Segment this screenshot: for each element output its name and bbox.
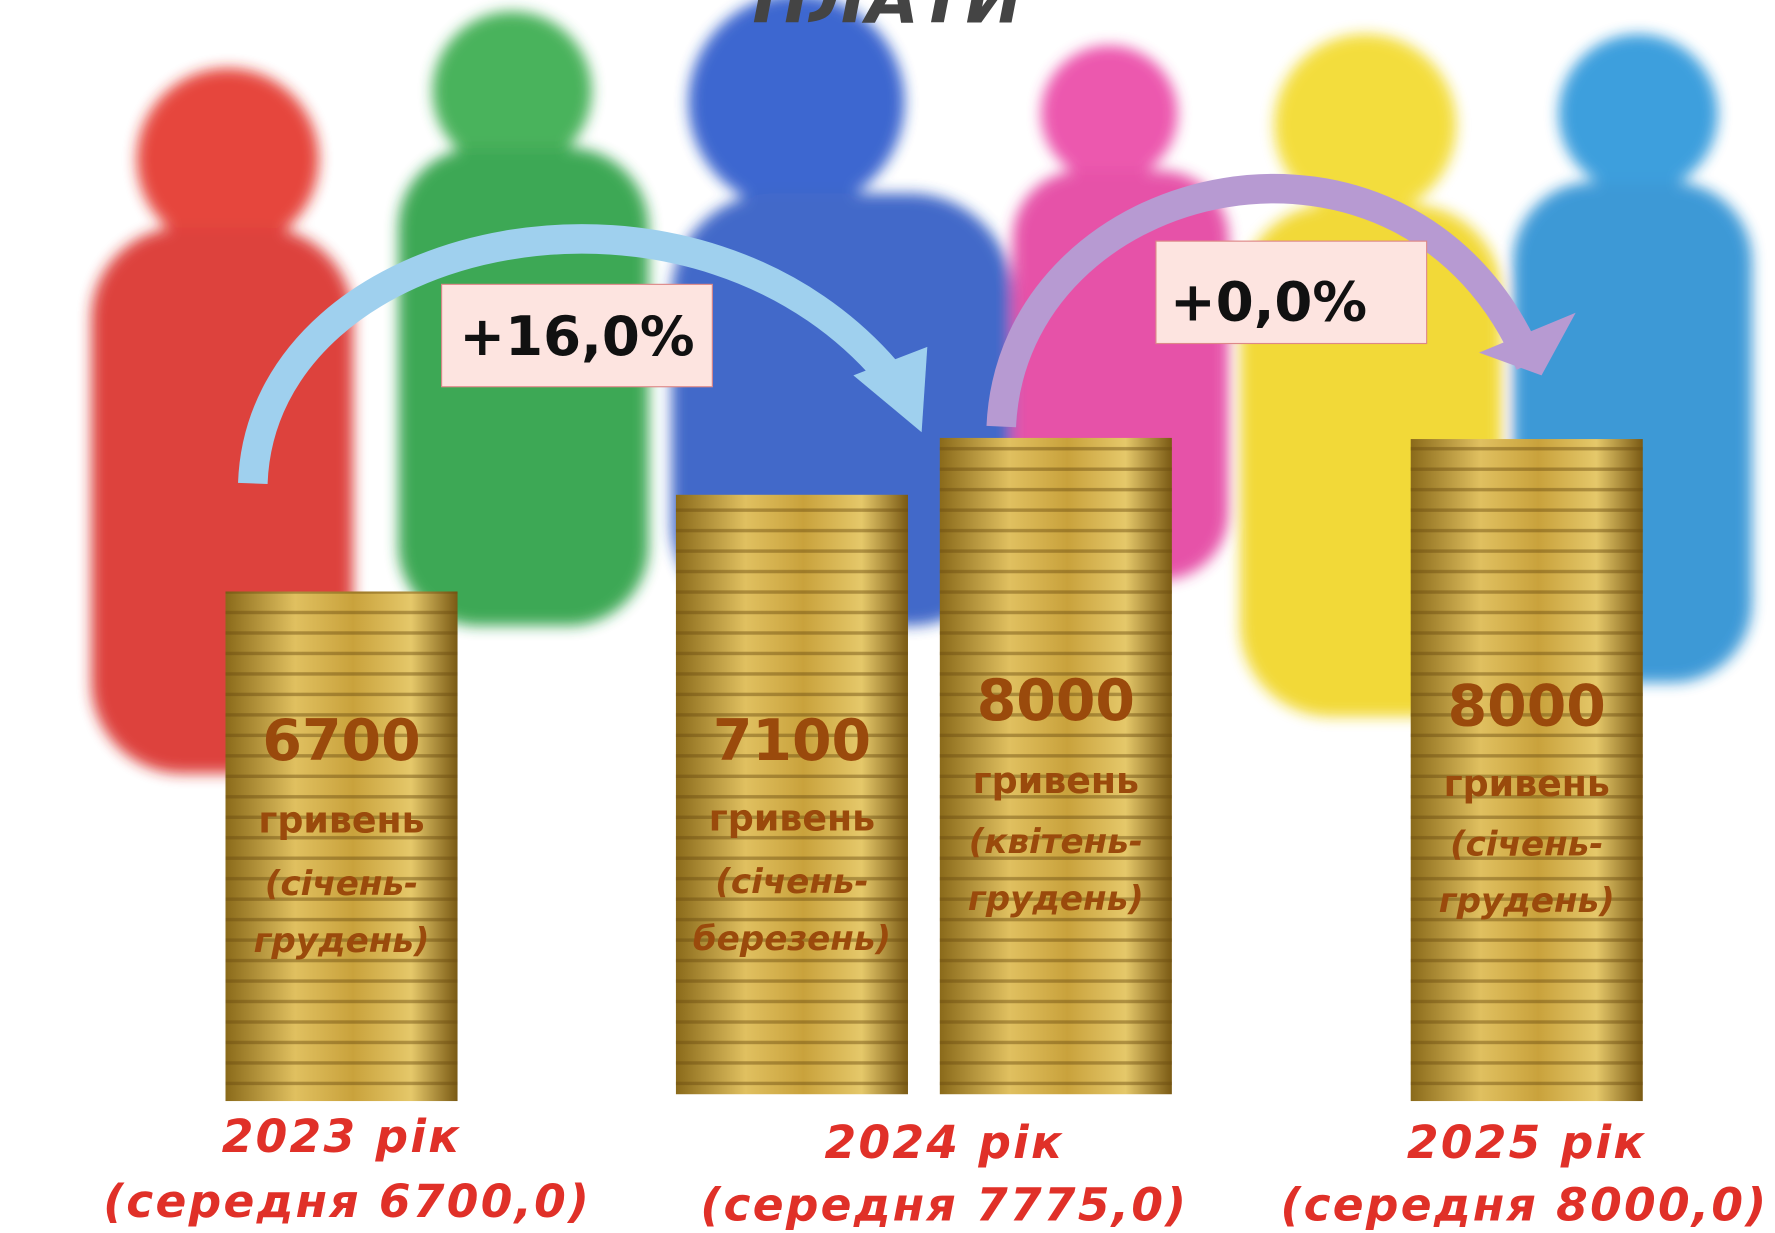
stack-amount: 8000 [1448,674,1606,740]
stack-period: (квітень- [969,822,1143,862]
change-box [1155,240,1428,345]
stack-period: грудень) [1439,881,1615,921]
coin-stack-ridges [1410,439,1643,1102]
year-average: (середня 7775,0) [700,1178,1188,1231]
year-average: (середня 8000,0) [1281,1178,1769,1231]
stack-period: (січень- [1450,824,1603,864]
arrow-head [1478,312,1576,376]
change-label: +0,0% [1170,270,1367,334]
stack-period: (січень- [715,862,868,902]
year-label: 2023 рік [222,1110,462,1163]
title: ПЛАТИ [752,0,1022,40]
stack-unit: гривень [973,759,1139,802]
stack-amount: 8000 [977,668,1135,734]
stack-period: (січень- [265,864,418,904]
stack-period: грудень) [968,879,1144,919]
change-box [441,283,713,388]
stack-period: грудень) [254,921,430,961]
stack-unit: гривень [709,796,875,839]
arrow-head [853,346,928,433]
stack-period: березень) [693,919,891,959]
year-average: (середня 6700,0) [103,1175,591,1228]
stack-unit: гривень [1444,762,1610,805]
arrow [986,173,1544,428]
coin-stack-ridges [675,494,908,1095]
year-label: 2024 рік [825,1116,1065,1169]
arrow [238,224,911,484]
stack-amount: 7100 [713,708,871,774]
stack-unit: гривень [258,799,424,842]
coin-stack-ridges [939,437,1172,1095]
year-label: 2025 рік [1407,1116,1647,1169]
coin-stack-ridges [225,591,458,1102]
stack-amount: 6700 [262,708,420,774]
change-label: +16,0% [459,304,694,368]
